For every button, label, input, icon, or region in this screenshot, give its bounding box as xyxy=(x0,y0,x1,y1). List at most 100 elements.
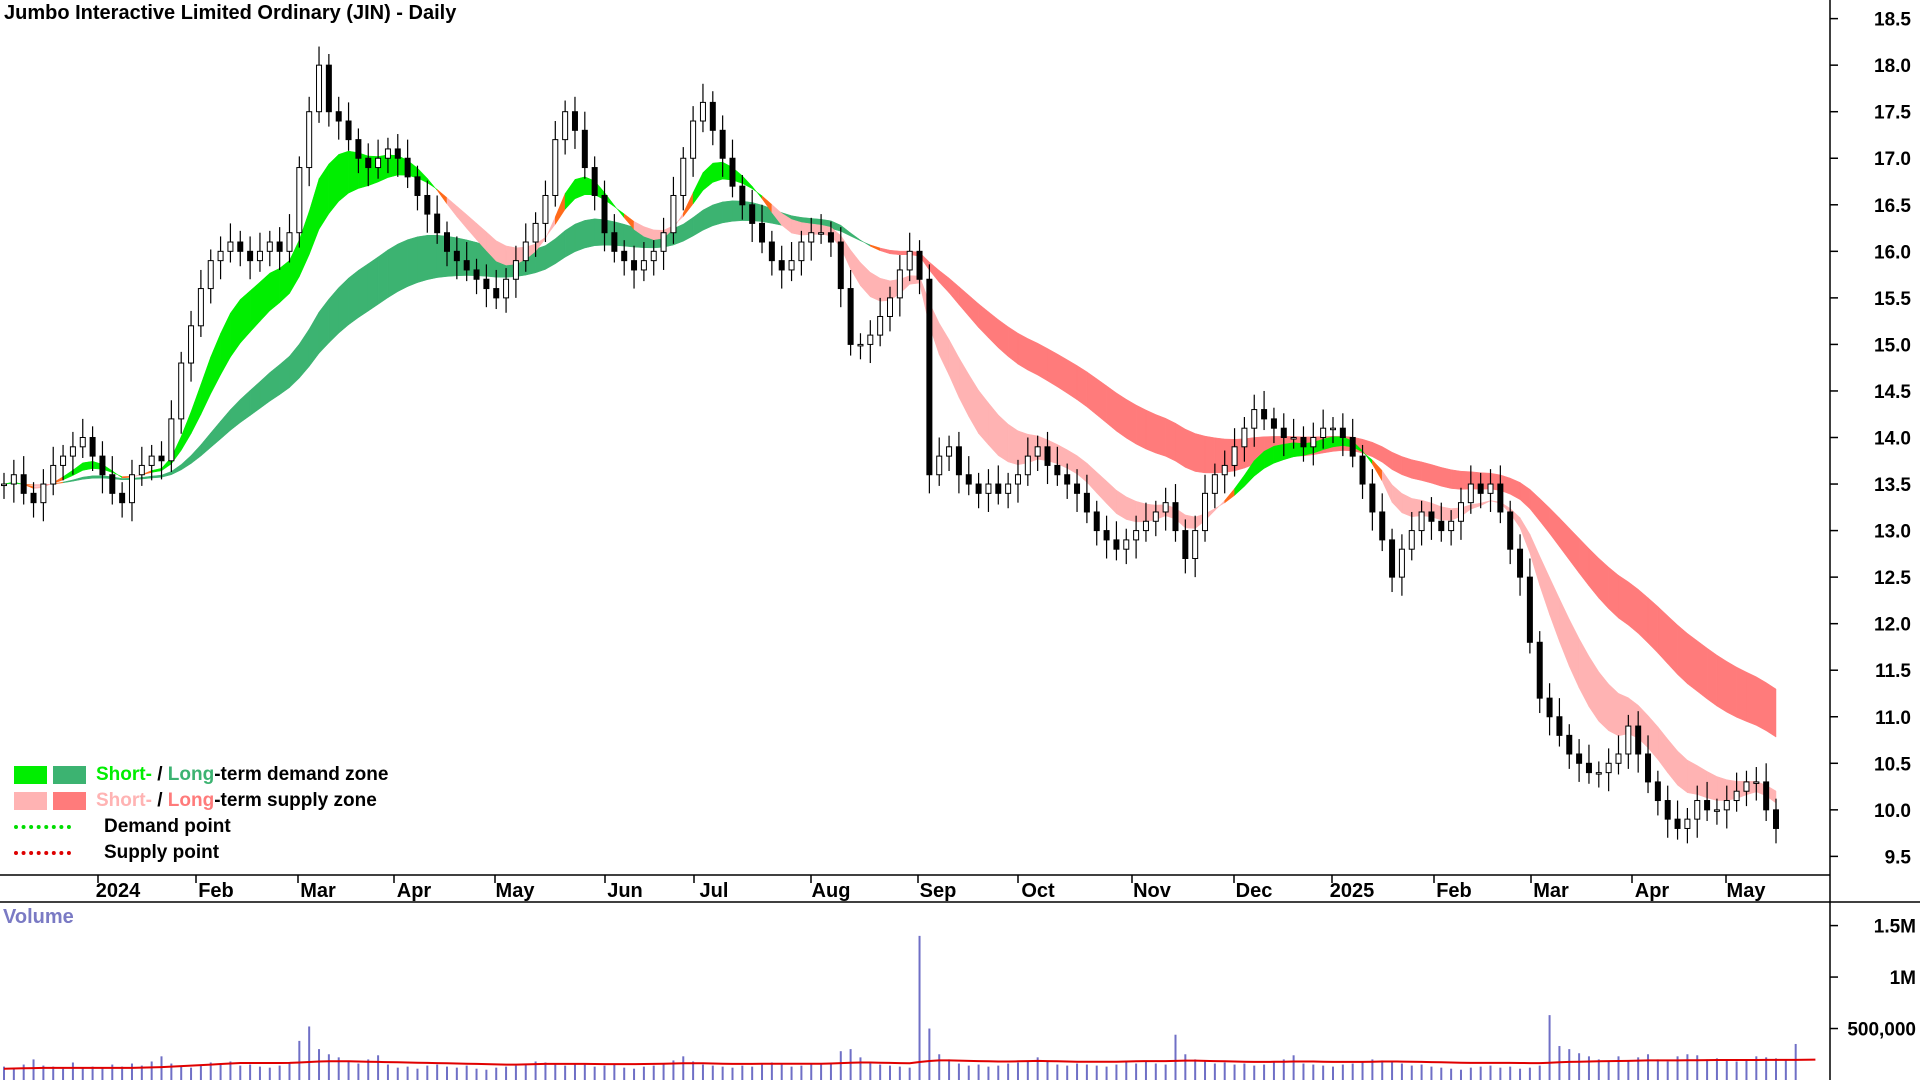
legend-demand-point: Demand point xyxy=(14,814,388,840)
candle-body xyxy=(1566,734,1573,755)
long-term-zone-segment xyxy=(1569,527,1580,574)
long-term-zone-segment xyxy=(1696,640,1708,700)
candle-body xyxy=(1300,437,1307,448)
candle-body xyxy=(1595,772,1602,775)
long-term-zone-segment xyxy=(1086,371,1097,416)
long-term-zone-segment xyxy=(1667,615,1678,676)
legend-supply-short: Short- xyxy=(96,790,152,811)
long-term-zone-segment xyxy=(1657,605,1668,665)
x-tick-label: 2025 xyxy=(1330,880,1375,902)
candle-body xyxy=(1694,800,1701,820)
candle-body xyxy=(1674,818,1681,829)
candle-body xyxy=(699,101,706,122)
long-term-zone-segment xyxy=(220,408,231,440)
legend-supply-long: Long xyxy=(167,790,215,811)
candle-body xyxy=(739,185,746,206)
short-term-zone-segment xyxy=(446,197,458,218)
short-term-zone-segment xyxy=(998,414,1009,463)
candle-body xyxy=(729,157,736,187)
long-term-zone-segment xyxy=(1135,404,1147,450)
candle-body xyxy=(1024,455,1031,476)
long-term-zone-segment xyxy=(948,277,960,306)
short-term-zone-segment xyxy=(614,204,625,219)
candle-body xyxy=(1664,800,1671,820)
long-term-zone-segment xyxy=(1017,332,1029,371)
candle-body xyxy=(1507,511,1514,550)
volume-tick-label: 1M xyxy=(1890,968,1916,989)
long-term-zone-segment xyxy=(269,364,280,402)
candle-body xyxy=(1418,511,1425,532)
short-term-zone-segment xyxy=(1283,442,1294,461)
short-term-zone-segment xyxy=(436,188,448,205)
legend-supply-sep: / xyxy=(151,790,168,811)
candle-body xyxy=(69,446,76,457)
short-term-zone-segment xyxy=(318,163,330,231)
y-tick-label: 14.0 xyxy=(1874,429,1911,450)
short-term-zone-segment xyxy=(1608,683,1619,737)
long-term-zone-segment xyxy=(1677,624,1688,685)
long-term-zone-segment xyxy=(1578,537,1590,587)
long-term-zone-segment xyxy=(683,216,694,242)
candle-body xyxy=(1251,409,1258,429)
candle-body xyxy=(1349,437,1356,457)
candle-body xyxy=(10,474,17,485)
long-term-zone-segment xyxy=(377,249,389,305)
candle-body xyxy=(995,483,1002,494)
long-term-zone-segment xyxy=(151,474,162,479)
short-term-zone-segment xyxy=(1657,726,1668,774)
x-tick-label: Nov xyxy=(1133,880,1172,902)
candle-body xyxy=(759,222,766,243)
volume-tick-label: 1.5M xyxy=(1874,917,1916,938)
candle-body xyxy=(99,455,106,476)
candle-body xyxy=(1713,809,1720,812)
long-term-zone-segment xyxy=(289,343,300,389)
y-tick-label: 17.0 xyxy=(1874,149,1911,170)
candle-body xyxy=(89,437,96,457)
candle-body xyxy=(1202,492,1209,532)
candle-body xyxy=(768,241,775,262)
chart-title: Jumbo Interactive Limited Ordinary (JIN)… xyxy=(4,2,457,24)
candle-body xyxy=(1310,437,1317,448)
candle-body xyxy=(237,241,244,252)
short-demand-swatch xyxy=(14,766,47,784)
long-term-zone-segment xyxy=(1145,409,1157,454)
candle-body xyxy=(1044,446,1051,466)
candle-body xyxy=(286,232,293,252)
long-term-zone-segment xyxy=(1736,666,1747,722)
long-term-zone-segment xyxy=(180,454,192,471)
legend-demand-short: Short- xyxy=(96,764,152,785)
long-term-zone-segment xyxy=(1756,676,1767,732)
short-term-zone-segment xyxy=(1076,455,1088,483)
short-term-zone-segment xyxy=(1588,655,1600,723)
candle-body xyxy=(827,232,834,243)
candle-body xyxy=(1103,530,1110,541)
candle-body xyxy=(50,464,57,485)
long-term-zone-segment xyxy=(328,286,339,344)
long-term-zone-segment xyxy=(338,277,349,334)
long-term-zone-segment xyxy=(62,479,74,484)
legend-supply-zone: Short- / Long -term supply zone xyxy=(14,788,388,814)
candle-body xyxy=(483,278,490,290)
short-term-zone-segment xyxy=(702,162,714,191)
short-term-zone-segment xyxy=(210,333,221,395)
short-term-zone-segment xyxy=(1086,462,1097,494)
candle-body xyxy=(1526,576,1533,643)
candle-body xyxy=(40,483,47,504)
candle-body xyxy=(1576,753,1583,764)
candle-body xyxy=(394,148,401,159)
candle-body xyxy=(778,260,785,271)
candle-body xyxy=(1014,474,1021,485)
long-term-zone-segment xyxy=(1519,481,1531,510)
legend-demand-sep: / xyxy=(151,764,168,785)
long-term-zone-segment xyxy=(1391,451,1403,476)
long-term-zone-segment xyxy=(1687,632,1698,692)
long-term-zone-segment xyxy=(190,444,202,465)
y-tick-label: 13.0 xyxy=(1874,522,1911,543)
candle-body xyxy=(197,288,204,327)
candle-body xyxy=(463,260,470,271)
long-term-zone-segment xyxy=(249,380,261,417)
long-term-zone-segment xyxy=(348,269,359,326)
long-term-zone-segment xyxy=(210,420,221,449)
short-term-zone-segment xyxy=(555,193,566,226)
candle-body xyxy=(1625,725,1632,755)
